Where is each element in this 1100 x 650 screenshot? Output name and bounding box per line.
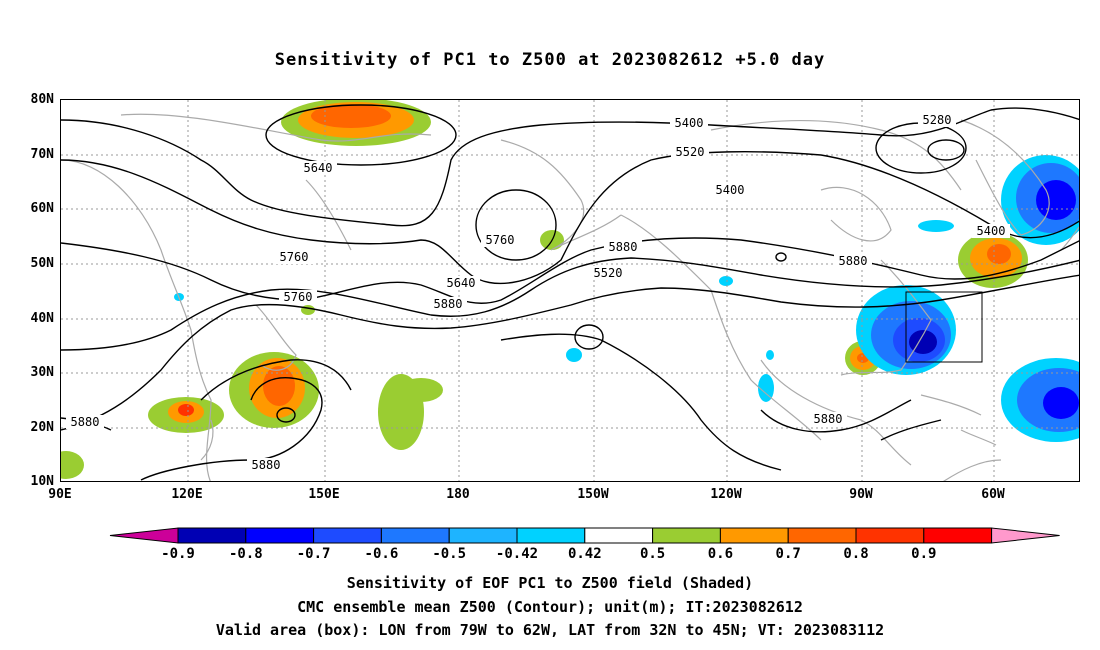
contour-label: 5640: [304, 161, 333, 175]
lon-label-120e: 120E: [171, 487, 203, 502]
colorbar-cell: [448, 527, 518, 544]
colorbar-tick-label: 0.5: [639, 546, 666, 562]
colorbar-tick-label: -0.6: [364, 546, 399, 562]
colorbar-cell: [516, 527, 586, 544]
lon-label-120w: 120W: [710, 487, 742, 502]
lat-label-80n: 80N: [30, 92, 54, 107]
lon-label-150e: 150E: [308, 487, 340, 502]
lat-label-30n: 30N: [30, 365, 54, 380]
contour-label: 5880: [609, 240, 638, 254]
colorbar-arrow-left: [109, 527, 179, 544]
colorbar-cell: [380, 527, 450, 544]
lon-label-90w: 90W: [849, 487, 873, 502]
coastlines: [61, 113, 1079, 481]
z500-contours: [61, 104, 1079, 481]
lon-label-60w: 60W: [981, 487, 1005, 502]
map-canvas: 5400 5280 5520 5640 5400 5760 5880 5400 …: [61, 100, 1079, 481]
colorbar-tick-label: -0.8: [228, 546, 263, 562]
colorbar-cell: [584, 527, 654, 544]
lat-label-10n: 10N: [30, 474, 54, 489]
caption-line-3: Valid area (box): LON from 79W to 62W, L…: [215, 621, 885, 639]
colorbar-cell: [177, 527, 247, 544]
valid-area-box: [905, 291, 983, 363]
contour-label: 5400: [716, 183, 745, 197]
contour-label: 5880: [814, 412, 843, 426]
colorbar-tick-label: 0.42: [567, 546, 602, 562]
lat-label-70n: 70N: [30, 147, 54, 162]
contour-labels: 5400 5280 5520 5640 5400 5760 5880 5400 …: [66, 113, 1010, 472]
colorbar-cell: [245, 527, 315, 544]
lon-label-90e: 90E: [48, 487, 72, 502]
contour-label: 5880: [252, 458, 281, 472]
lat-label-40n: 40N: [30, 311, 54, 326]
contour-label: 5880: [839, 254, 868, 268]
chart-title: Sensitivity of PC1 to Z500 at 2023082612…: [274, 50, 826, 70]
contour-label: 5760: [284, 290, 313, 304]
colorbar-tick-label: -0.7: [296, 546, 331, 562]
colorbar-tick-label: 0.8: [843, 546, 869, 562]
caption-line-1: Sensitivity of EOF PC1 to Z500 field (Sh…: [346, 574, 754, 592]
contour-label: 5280: [923, 113, 952, 127]
sensitivity-shading: [61, 100, 1079, 479]
colorbar-cell: [787, 527, 857, 544]
colorbar: [109, 527, 1060, 544]
contour-label: 5400: [977, 224, 1006, 238]
colorbar-cell: [652, 527, 721, 544]
contour-label: 5640: [447, 276, 476, 290]
contour-label: 5760: [280, 250, 309, 264]
colorbar-tick-label: 0.7: [775, 546, 801, 562]
lat-label-60n: 60N: [30, 201, 54, 216]
contour-label: 5760: [486, 233, 515, 247]
colorbar-cell: [923, 527, 993, 544]
colorbar-tick-label: -0.5: [432, 546, 467, 562]
contour-label: 5880: [434, 297, 463, 311]
caption-line-2: CMC ensemble mean Z500 (Contour); unit(m…: [297, 598, 803, 616]
contour-label: 5520: [676, 145, 705, 159]
map-panel: 5400 5280 5520 5640 5400 5760 5880 5400 …: [60, 99, 1080, 482]
lon-label-180: 180: [446, 487, 470, 502]
colorbar-tick-label: -0.42: [495, 546, 539, 562]
contour-label: 5880: [71, 415, 100, 429]
lat-label-20n: 20N: [30, 420, 54, 435]
colorbar-cell: [313, 527, 382, 544]
contour-label: 5400: [675, 116, 704, 130]
colorbar-arrow-right: [991, 527, 1060, 544]
lon-label-150w: 150W: [577, 487, 609, 502]
lat-label-50n: 50N: [30, 256, 54, 271]
contour-label: 5520: [594, 266, 623, 280]
colorbar-tick-label: 0.6: [707, 546, 734, 562]
colorbar-cell: [719, 527, 789, 544]
colorbar-cell: [855, 527, 925, 544]
colorbar-tick-label: -0.9: [161, 546, 195, 562]
colorbar-tick-label: 0.9: [911, 546, 937, 562]
